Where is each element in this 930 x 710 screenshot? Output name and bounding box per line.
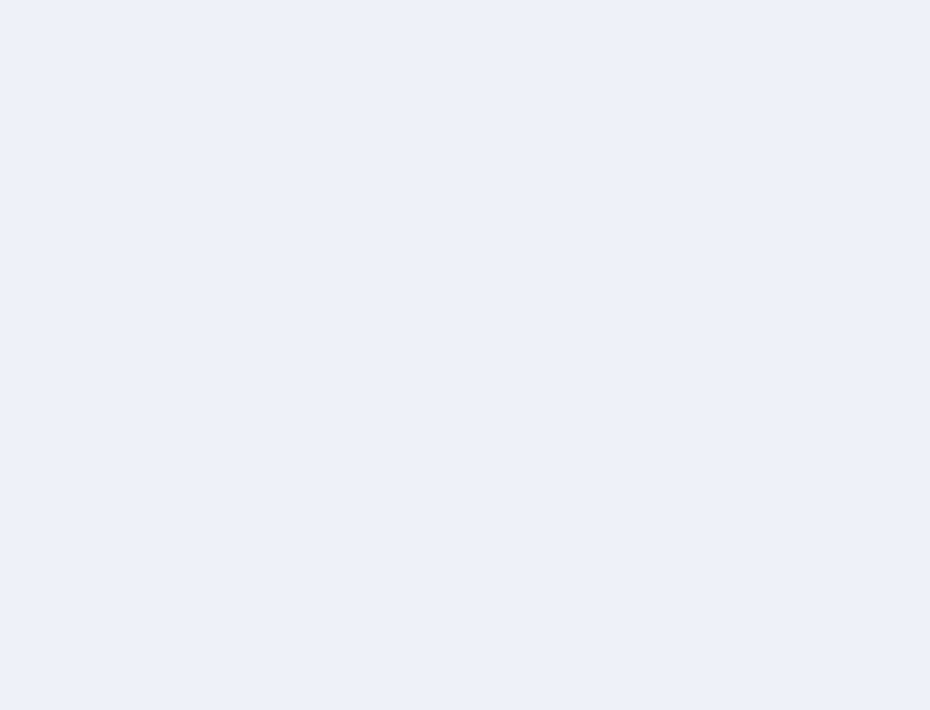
- chart-legend: [0, 20, 886, 33]
